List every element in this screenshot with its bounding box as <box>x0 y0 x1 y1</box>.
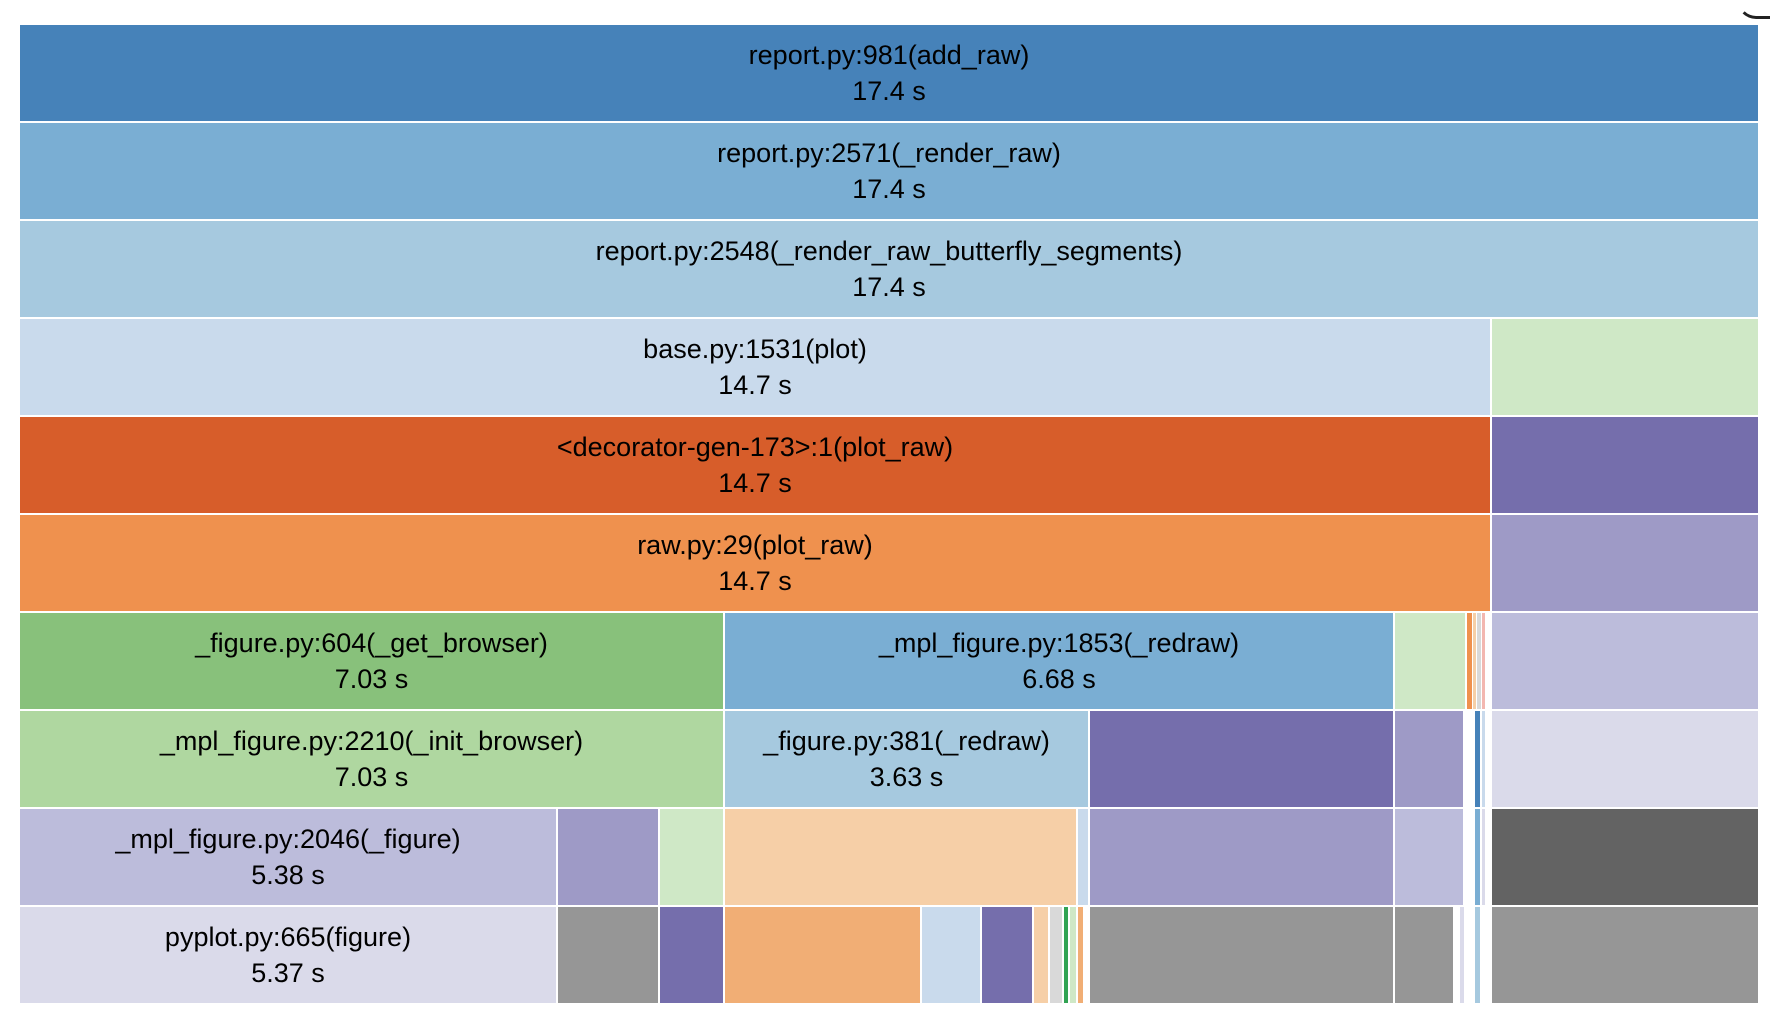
function-time: 5.37 s <box>251 958 325 988</box>
call-block[interactable] <box>1492 711 1760 809</box>
call-block-label: _figure.py:381(_redraw) 3.63 s <box>725 723 1088 795</box>
function-time: 14.7 s <box>718 370 792 400</box>
call-block[interactable] <box>660 907 725 1005</box>
call-block[interactable] <box>1492 515 1760 613</box>
call-block[interactable]: report.py:981(add_raw) 17.4 s <box>20 25 1760 123</box>
call-block[interactable] <box>1482 613 1486 711</box>
call-block[interactable] <box>982 907 1034 1005</box>
function-name: _mpl_figure.py:1853(_redraw) <box>878 628 1240 658</box>
call-block[interactable] <box>1477 613 1482 711</box>
call-block[interactable] <box>1064 907 1070 1005</box>
function-name: report.py:2548(_render_raw_butterfly_seg… <box>595 236 1183 266</box>
function-name: base.py:1531(plot) <box>643 334 867 364</box>
function-name: _figure.py:604(_get_browser) <box>195 628 548 658</box>
call-block[interactable]: <decorator-gen-173>:1(plot_raw) 14.7 s <box>20 417 1492 515</box>
call-block[interactable] <box>1492 417 1760 515</box>
call-block[interactable] <box>1395 613 1467 711</box>
call-block-label: <decorator-gen-173>:1(plot_raw) 14.7 s <box>20 429 1490 501</box>
call-block-label: raw.py:29(plot_raw) 14.7 s <box>20 527 1490 599</box>
call-block[interactable] <box>922 907 982 1005</box>
call-block-label: pyplot.py:665(figure) 5.37 s <box>20 919 556 991</box>
function-time: 17.4 s <box>852 76 926 106</box>
call-block[interactable]: _figure.py:604(_get_browser) 7.03 s <box>20 613 725 711</box>
call-block[interactable]: report.py:2548(_render_raw_butterfly_seg… <box>20 221 1760 319</box>
call-block[interactable] <box>1475 907 1482 1005</box>
function-time: 6.68 s <box>1022 664 1096 694</box>
call-block[interactable] <box>1492 809 1760 907</box>
call-block[interactable]: _mpl_figure.py:2046(_figure) 5.38 s <box>20 809 558 907</box>
call-block[interactable]: _mpl_figure.py:1853(_redraw) 6.68 s <box>725 613 1395 711</box>
function-name: <decorator-gen-173>:1(plot_raw) <box>556 432 954 462</box>
call-block[interactable] <box>725 907 922 1005</box>
call-block[interactable] <box>558 907 660 1005</box>
call-block[interactable] <box>660 809 725 907</box>
function-name: raw.py:29(plot_raw) <box>637 530 873 560</box>
call-block[interactable] <box>1492 613 1760 711</box>
corner-curve-icon <box>1737 0 1770 19</box>
call-block[interactable] <box>1070 907 1078 1005</box>
call-block-label: _figure.py:604(_get_browser) 7.03 s <box>20 625 723 697</box>
call-block[interactable] <box>1467 613 1473 711</box>
call-block[interactable] <box>725 809 1078 907</box>
call-block[interactable] <box>1078 907 1085 1005</box>
call-block[interactable] <box>1090 907 1395 1005</box>
call-block-label: report.py:2548(_render_raw_butterfly_seg… <box>20 233 1758 305</box>
call-block[interactable] <box>1395 711 1465 809</box>
call-block-label: _mpl_figure.py:2210(_init_browser) 7.03 s <box>20 723 723 795</box>
call-block[interactable]: _figure.py:381(_redraw) 3.63 s <box>725 711 1090 809</box>
call-block[interactable] <box>1034 907 1050 1005</box>
call-block[interactable] <box>558 809 660 907</box>
icicle-chart: report.py:981(add_raw) 17.4 s report.py:25… <box>20 25 1760 1015</box>
call-block[interactable] <box>1460 907 1465 1005</box>
function-time: 17.4 s <box>852 174 926 204</box>
call-block[interactable] <box>1395 809 1465 907</box>
function-time: 7.03 s <box>334 762 409 792</box>
call-block[interactable] <box>1050 907 1064 1005</box>
call-block[interactable] <box>1492 319 1760 417</box>
call-block[interactable]: report.py:2571(_render_raw) 17.4 s <box>20 123 1760 221</box>
function-name: pyplot.py:665(figure) <box>164 922 412 952</box>
call-block[interactable] <box>1482 809 1486 907</box>
function-time: 3.63 s <box>869 762 944 792</box>
function-name: report.py:2571(_render_raw) <box>717 138 1061 168</box>
function-name: _mpl_figure.py:2046(_figure) <box>115 824 461 854</box>
function-time: 5.38 s <box>251 860 325 890</box>
call-block[interactable] <box>1395 907 1455 1005</box>
call-block[interactable] <box>1473 613 1477 711</box>
call-block[interactable] <box>1482 711 1486 809</box>
call-block[interactable]: pyplot.py:665(figure) 5.37 s <box>20 907 558 1005</box>
call-block[interactable] <box>1090 809 1395 907</box>
function-time: 14.7 s <box>718 566 792 596</box>
function-time: 14.7 s <box>718 468 792 498</box>
call-block-label: report.py:981(add_raw) 17.4 s <box>20 37 1758 109</box>
function-time: 7.03 s <box>334 664 409 694</box>
function-name: _mpl_figure.py:2210(_init_browser) <box>159 726 584 756</box>
call-block[interactable] <box>1475 711 1482 809</box>
call-block[interactable] <box>1078 809 1090 907</box>
call-block[interactable]: _mpl_figure.py:2210(_init_browser) 7.03 s <box>20 711 725 809</box>
call-block-label: base.py:1531(plot) 14.7 s <box>20 331 1490 403</box>
call-block[interactable]: base.py:1531(plot) 14.7 s <box>20 319 1492 417</box>
function-name: _figure.py:381(_redraw) <box>763 726 1050 756</box>
call-block[interactable] <box>1492 907 1760 1005</box>
call-block-label: _mpl_figure.py:1853(_redraw) 6.68 s <box>725 625 1393 697</box>
call-block[interactable] <box>1475 809 1482 907</box>
call-block-label: report.py:2571(_render_raw) 17.4 s <box>20 135 1758 207</box>
call-block-label: _mpl_figure.py:2046(_figure) 5.38 s <box>20 821 556 893</box>
call-block[interactable]: raw.py:29(plot_raw) 14.7 s <box>20 515 1492 613</box>
call-block[interactable] <box>1090 711 1395 809</box>
function-time: 17.4 s <box>852 272 926 302</box>
function-name: report.py:981(add_raw) <box>748 40 1030 70</box>
